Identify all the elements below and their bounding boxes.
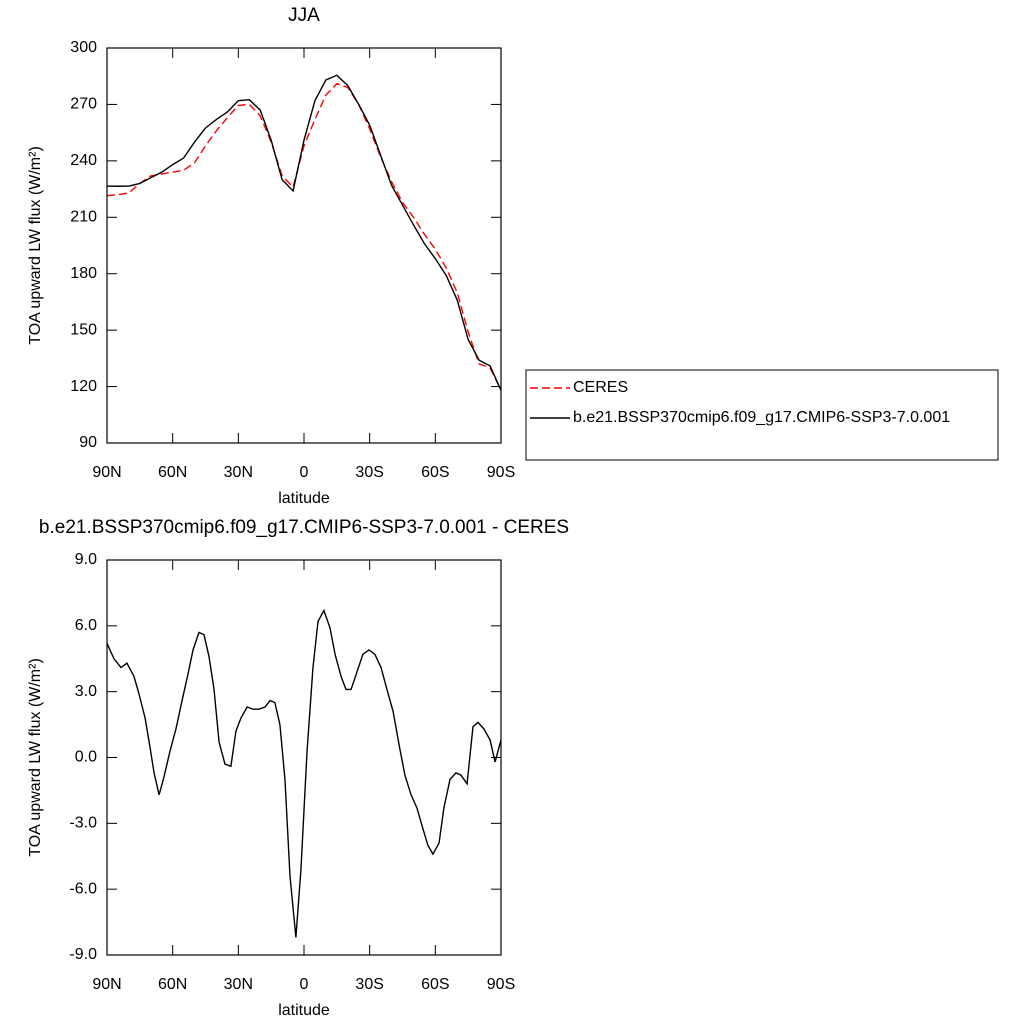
y-axis-label: TOA upward LW flux (W/m²) <box>27 146 44 345</box>
legend-box <box>525 369 999 461</box>
y-tick-label: 180 <box>70 265 97 282</box>
y-tick-label: -9.0 <box>69 946 97 963</box>
y-tick-label: 300 <box>70 39 97 56</box>
x-tick-label: 90N <box>92 976 121 993</box>
x-axis-label: latitude <box>278 490 330 507</box>
x-tick-label: 90S <box>487 976 515 993</box>
x-tick-label: 30N <box>224 464 253 481</box>
x-tick-label: 60S <box>421 464 449 481</box>
y-tick-label: 270 <box>70 96 97 113</box>
x-tick-label: 30N <box>224 976 253 993</box>
x-tick-label: 0 <box>300 464 309 481</box>
plot-frame <box>106 559 502 956</box>
y-tick-label: 9.0 <box>75 551 97 568</box>
y-tick-label: -3.0 <box>69 815 97 832</box>
x-tick-label: 60N <box>158 976 187 993</box>
x-tick-label: 30S <box>355 976 383 993</box>
x-tick-label: 60S <box>421 976 449 993</box>
x-tick-label: 60N <box>158 464 187 481</box>
x-tick-label: 0 <box>300 976 309 993</box>
y-tick-label: 120 <box>70 378 97 395</box>
x-tick-label: 30S <box>355 464 383 481</box>
y-tick-label: 6.0 <box>75 617 97 634</box>
chart-title: b.e21.BSSP370cmip6.f09_g17.CMIP6-SSP3-7.… <box>39 517 569 538</box>
legend-label: CERES <box>573 379 628 396</box>
plot-frame <box>106 47 502 444</box>
y-tick-label: -6.0 <box>69 880 97 897</box>
y-tick-label: 240 <box>70 152 97 169</box>
y-tick-label: 90 <box>79 434 97 451</box>
y-tick-label: 150 <box>70 321 97 338</box>
x-tick-label: 90N <box>92 464 121 481</box>
y-tick-label: 210 <box>70 209 97 226</box>
x-tick-label: 90S <box>487 464 515 481</box>
data-line <box>106 82 502 391</box>
data-line <box>106 608 502 938</box>
chart-title: JJA <box>288 5 320 26</box>
data-line <box>106 74 502 391</box>
x-axis-label: latitude <box>278 1002 330 1019</box>
y-tick-label: 3.0 <box>75 683 97 700</box>
y-axis-label: TOA upward LW flux (W/m²) <box>27 658 44 857</box>
y-tick-label: 0.0 <box>75 749 97 766</box>
legend-label: b.e21.BSSP370cmip6.f09_g17.CMIP6-SSP3-7.… <box>573 409 950 426</box>
